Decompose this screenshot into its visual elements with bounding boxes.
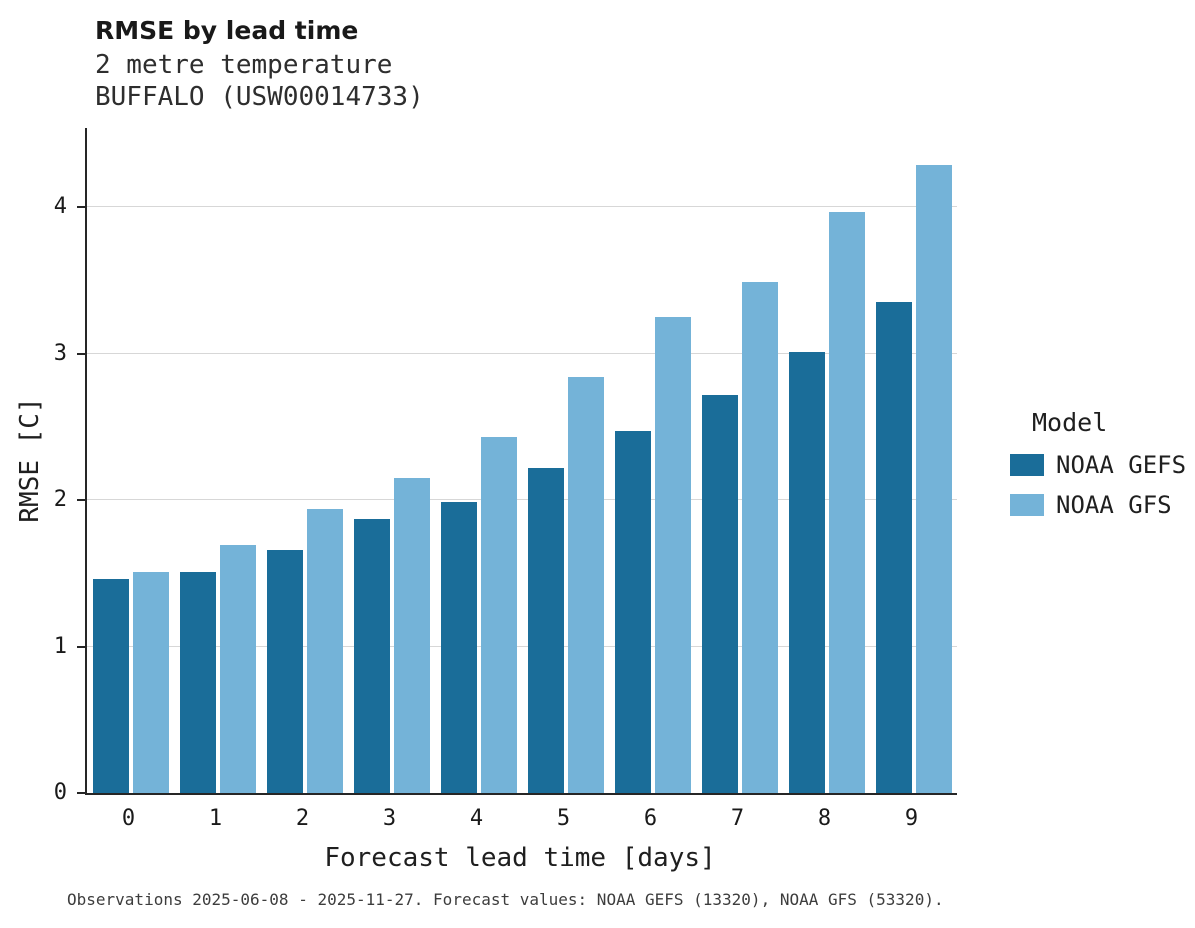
bar-noaa-gefs-lead-2 [266, 549, 303, 793]
x-tick-label-1: 1 [208, 806, 223, 831]
bar-group-lead-4 [435, 128, 522, 793]
x-tick-label-0: 0 [121, 806, 136, 831]
bar-noaa-gefs-lead-5 [527, 467, 564, 793]
bar-group-lead-1 [174, 128, 261, 793]
x-tick-label-2: 2 [295, 806, 310, 831]
y-tick-label-2: 2 [53, 487, 67, 513]
y-tick-mark-2 [77, 499, 85, 502]
bar-noaa-gfs-lead-5 [567, 377, 604, 793]
y-tick-label-1: 1 [53, 633, 67, 659]
bar-noaa-gefs-lead-4 [440, 501, 477, 793]
gridline-y2 [87, 499, 957, 501]
bar-noaa-gfs-lead-0 [132, 571, 169, 793]
x-axis-tick-labels: 0 1 2 3 4 5 6 7 8 9 [85, 806, 955, 831]
chart-title: RMSE by lead time [95, 16, 359, 45]
bar-group-lead-0 [87, 128, 174, 793]
legend-items: NOAA GEFS NOAA GFS [1010, 451, 1186, 519]
y-axis-label: RMSE [C] [15, 397, 45, 523]
bar-group-lead-6 [609, 128, 696, 793]
y-tick-mark-1 [77, 645, 85, 648]
chart-subtitle-station: BUFFALO (USW00014733) [95, 82, 424, 112]
bar-noaa-gefs-lead-0 [92, 579, 129, 793]
legend-swatch-noaa-gfs [1010, 494, 1044, 516]
bar-noaa-gfs-lead-3 [393, 478, 430, 793]
gridline-y1 [87, 645, 957, 647]
y-tick-mark-0 [77, 792, 85, 794]
bar-noaa-gefs-lead-8 [788, 352, 825, 793]
caption: Observations 2025-06-08 - 2025-11-27. Fo… [67, 890, 944, 909]
bar-groups [87, 128, 957, 793]
y-tick-label-0: 0 [53, 780, 67, 805]
bar-noaa-gefs-lead-3 [353, 519, 390, 793]
bar-group-lead-5 [522, 128, 609, 793]
legend-title: Model [1032, 408, 1108, 437]
x-axis-label: Forecast lead time [days] [324, 843, 716, 873]
bar-noaa-gefs-lead-7 [701, 394, 738, 793]
x-tick-label-4: 4 [469, 806, 484, 831]
bar-noaa-gfs-lead-4 [480, 437, 517, 793]
x-tick-label-6: 6 [643, 806, 658, 831]
y-tick-label-3: 3 [53, 340, 67, 366]
bar-group-lead-2 [261, 128, 348, 793]
bar-noaa-gefs-lead-9 [875, 302, 912, 793]
bar-noaa-gefs-lead-1 [179, 571, 216, 793]
gridlines [87, 128, 957, 793]
x-tick-label-7: 7 [730, 806, 745, 831]
legend: Model NOAA GEFS NOAA GFS [1010, 408, 1186, 531]
y-tick-label-4: 4 [53, 194, 67, 220]
bar-group-lead-9 [870, 128, 957, 793]
bar-group-lead-8 [783, 128, 870, 793]
x-tick-label-8: 8 [817, 806, 832, 831]
bar-noaa-gfs-lead-1 [219, 545, 256, 793]
bar-noaa-gfs-lead-8 [828, 211, 865, 793]
y-tick-mark-3 [77, 352, 85, 355]
bar-noaa-gfs-lead-9 [915, 164, 952, 793]
bar-noaa-gfs-lead-2 [306, 508, 343, 793]
bar-noaa-gfs-lead-7 [741, 281, 778, 793]
plot-area: 0 1 2 3 4 [54, 128, 957, 804]
legend-item-noaa-gefs: NOAA GEFS [1010, 451, 1186, 479]
legend-item-noaa-gfs: NOAA GFS [1010, 491, 1186, 519]
bar-group-lead-7 [696, 128, 783, 793]
x-tick-label-9: 9 [904, 806, 919, 831]
y-tick-mark-4 [77, 206, 85, 209]
bar-group-lead-3 [348, 128, 435, 793]
y-axis-ticks: 0 1 2 3 4 [54, 128, 957, 804]
x-tick-label-5: 5 [556, 806, 571, 831]
legend-label-noaa-gfs: NOAA GFS [1056, 491, 1172, 519]
gridline-y3 [87, 352, 957, 354]
bar-noaa-gfs-lead-6 [654, 316, 691, 793]
legend-swatch-noaa-gefs [1010, 454, 1044, 476]
gridline-y4 [87, 206, 957, 208]
chart-subtitle-variable: 2 metre temperature [95, 50, 393, 80]
legend-label-noaa-gefs: NOAA GEFS [1056, 451, 1187, 479]
x-tick-label-3: 3 [382, 806, 397, 831]
bar-noaa-gefs-lead-6 [614, 431, 651, 793]
